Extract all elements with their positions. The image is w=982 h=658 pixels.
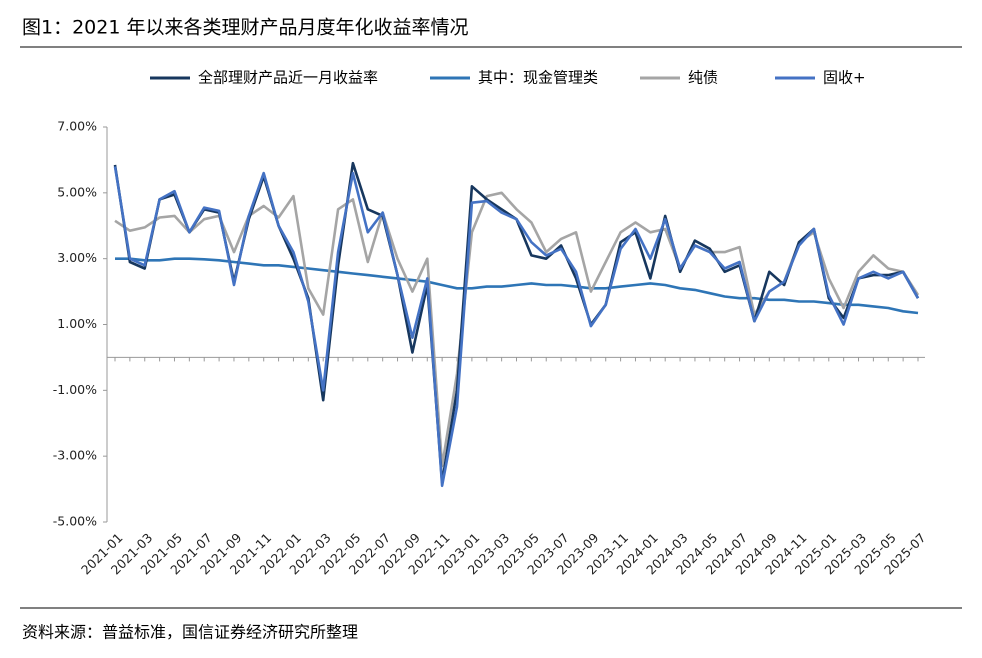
y-tick-label: 7.00% (57, 119, 97, 134)
series-line (115, 257, 919, 315)
legend-label: 其中：现金管理类 (478, 69, 598, 87)
legend-label: 纯债 (688, 69, 718, 87)
y-tick-label: -5.00% (53, 514, 97, 529)
legend-label: 全部理财产品近一月收益率 (198, 69, 378, 87)
y-tick-label: -1.00% (53, 382, 97, 397)
chart-title: 图1：2021 年以来各类理财产品月度年化收益率情况 (22, 17, 468, 39)
series-line (113, 166, 920, 488)
legend-label: 固收+ (823, 69, 866, 87)
source: 资料来源：普益标准，国信证券经济研究所整理 (22, 623, 358, 642)
y-tick-label: 1.00% (57, 316, 97, 331)
y-tick-label: 5.00% (57, 184, 97, 199)
y-tick-label: 3.00% (57, 250, 97, 265)
y-tick-label: -3.00% (53, 448, 97, 463)
series-line (114, 191, 920, 468)
series-line (113, 161, 920, 484)
